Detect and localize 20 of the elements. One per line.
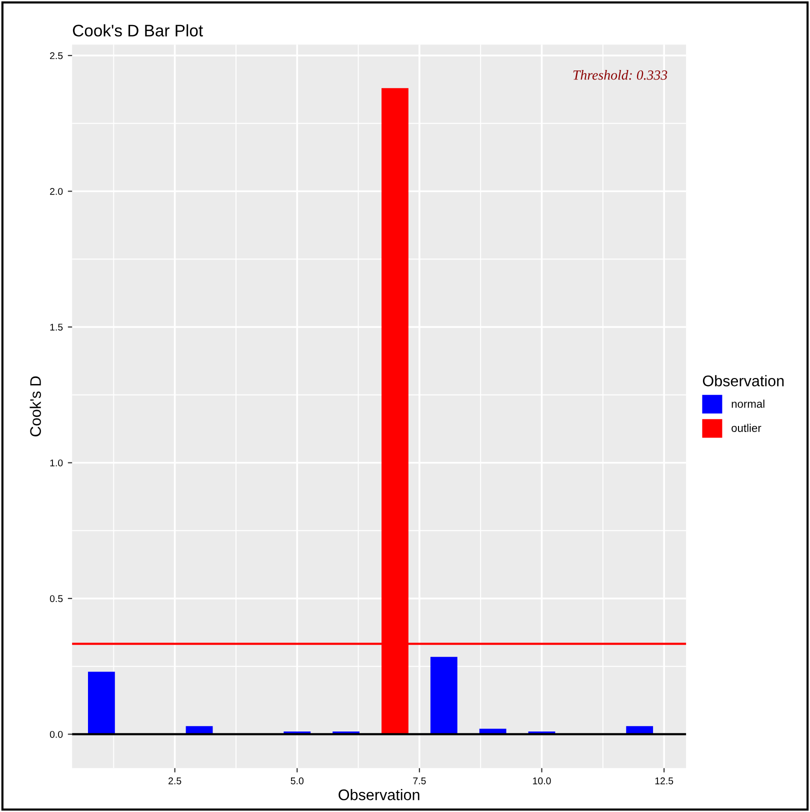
legend-label: outlier [732, 424, 762, 432]
y-tick-label: 2.5 [50, 52, 63, 60]
bar [430, 656, 458, 734]
x-tick-label: 12.5 [655, 777, 674, 784]
y-tick-label: 2.0 [50, 188, 63, 195]
y-tick-label: 1.5 [50, 324, 63, 331]
annotation: Threshold: 0.333 [573, 70, 668, 80]
chart-title: Cook's D Bar Plot [72, 24, 203, 36]
bar [88, 672, 115, 734]
x-tick-label: 7.5 [413, 778, 426, 784]
x-tick-label: 5.0 [290, 777, 304, 784]
legend-title: Observation [702, 375, 784, 386]
y-tick-label: 1.0 [50, 459, 63, 466]
y-tick-label: 0.5 [50, 595, 63, 602]
x-axis-title: Observation [338, 789, 420, 800]
x-tick-label: 10.0 [533, 777, 551, 784]
y-tick-label: 0.0 [50, 730, 63, 738]
x-tick-label: 2.5 [168, 777, 182, 784]
y-axis-title: Cook's D [30, 376, 41, 436]
legend-label: normal [732, 400, 764, 408]
